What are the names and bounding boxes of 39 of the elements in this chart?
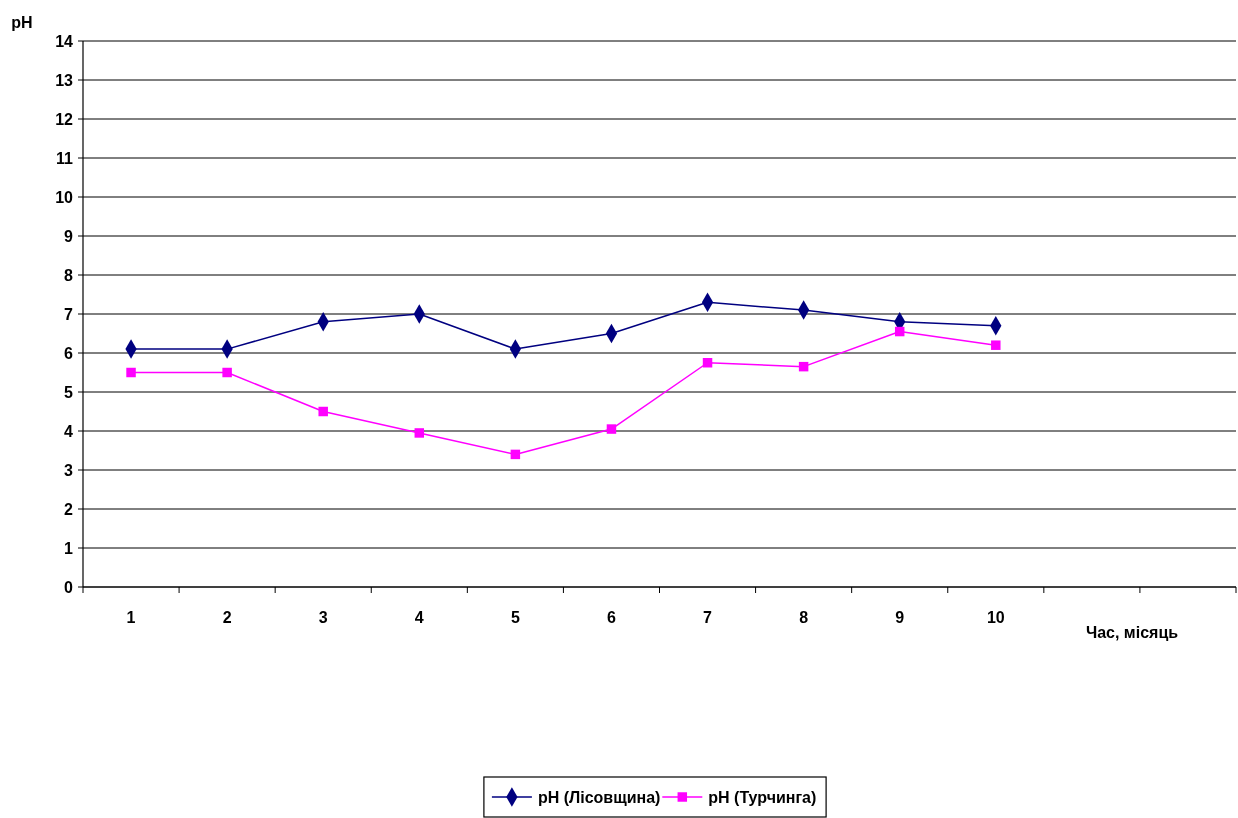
legend-label: pH (Турчинга) xyxy=(708,788,817,806)
x-tick-label: 8 xyxy=(799,609,809,626)
x-tick-label: 4 xyxy=(414,609,424,626)
y-tick-label: 1 xyxy=(64,539,74,557)
point xyxy=(798,361,809,372)
x-tick-label: 7 xyxy=(703,609,713,626)
y-tick-label: 5 xyxy=(64,383,74,401)
point xyxy=(126,367,136,378)
y-tick-label: 9 xyxy=(64,227,74,245)
x-tick-label: 5 xyxy=(510,609,520,626)
y-tick-label: 0 xyxy=(64,578,74,596)
x-tick-label: 1 xyxy=(126,609,136,626)
point xyxy=(510,449,521,460)
point xyxy=(702,358,713,368)
x-axis-title: Час, місяць xyxy=(1085,624,1179,641)
x-tick-label: 2 xyxy=(222,609,232,626)
y-tick-label: 12 xyxy=(55,110,74,128)
point xyxy=(414,428,425,438)
x-tick-label: 10 xyxy=(986,609,1005,626)
y-tick-label: 7 xyxy=(64,305,74,323)
y-tick-label: 4 xyxy=(64,422,74,440)
point xyxy=(222,367,232,378)
y-tick-label: 10 xyxy=(55,188,74,206)
legend-label: pH (Лісовщина) xyxy=(537,788,661,806)
x-tick-label: 6 xyxy=(607,609,617,626)
x-tick-label: 9 xyxy=(895,609,905,626)
x-tick-label: 3 xyxy=(318,609,328,626)
point xyxy=(894,326,905,337)
y-tick-label: 14 xyxy=(55,32,74,50)
point xyxy=(991,340,1001,350)
y-tick-label: 8 xyxy=(64,266,74,284)
y-tick-label: 2 xyxy=(64,500,74,518)
y-axis-title: pH xyxy=(11,14,33,31)
point xyxy=(606,424,617,434)
y-tick-label: 6 xyxy=(64,344,74,362)
y-tick-label: 13 xyxy=(55,71,74,89)
y-tick-label: 3 xyxy=(64,461,74,479)
y-tick-label: 11 xyxy=(56,149,74,167)
point xyxy=(318,406,328,417)
